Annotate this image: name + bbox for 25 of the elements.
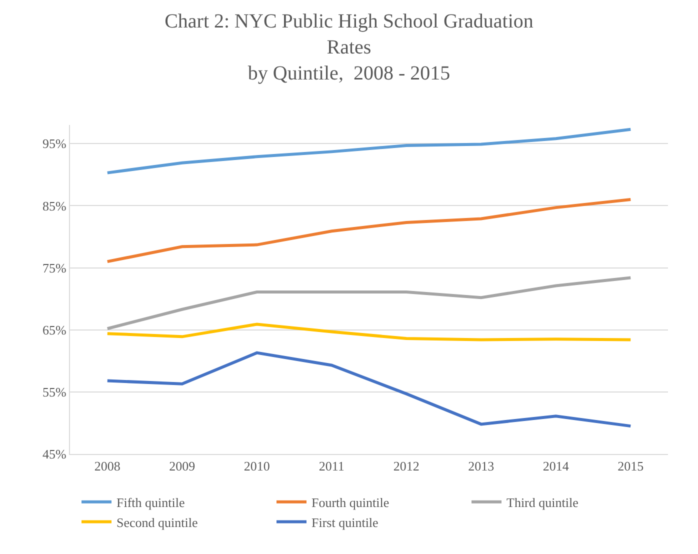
y-tick-label: 55%	[42, 384, 67, 400]
y-tick-label: 75%	[42, 260, 67, 276]
legend-label: Fifth quintile	[116, 494, 185, 510]
legend-label: Fourth quintile	[312, 494, 390, 510]
x-tick-label: 2012	[393, 458, 420, 474]
line-series	[106, 198, 632, 264]
y-tick-label: 85%	[42, 198, 67, 214]
line-series	[106, 128, 632, 174]
chart-title: Chart 2: NYC Public High School Graduation Rates by Quintile, 2008 - 2015	[164, 10, 534, 85]
line-series	[106, 276, 632, 330]
x-tick-label: 2015	[618, 458, 644, 474]
legend-label: Third quintile	[506, 494, 579, 510]
x-tick-label: 2008	[94, 458, 120, 474]
y-tick-label: 95%	[42, 136, 67, 152]
x-tick-label: 2010	[244, 458, 270, 474]
legend-label: Second quintile	[116, 514, 198, 530]
legend-label: First quintile	[312, 514, 379, 530]
line-series	[106, 322, 632, 342]
x-tick-label: 2013	[468, 458, 494, 474]
x-tick-label: 2014	[542, 458, 570, 474]
x-tick-label: 2009	[169, 458, 196, 474]
line-series	[106, 351, 632, 428]
y-tick-label: 65%	[42, 322, 67, 338]
x-tick-label: 2011	[318, 458, 344, 474]
y-tick-label: 45%	[42, 446, 67, 462]
